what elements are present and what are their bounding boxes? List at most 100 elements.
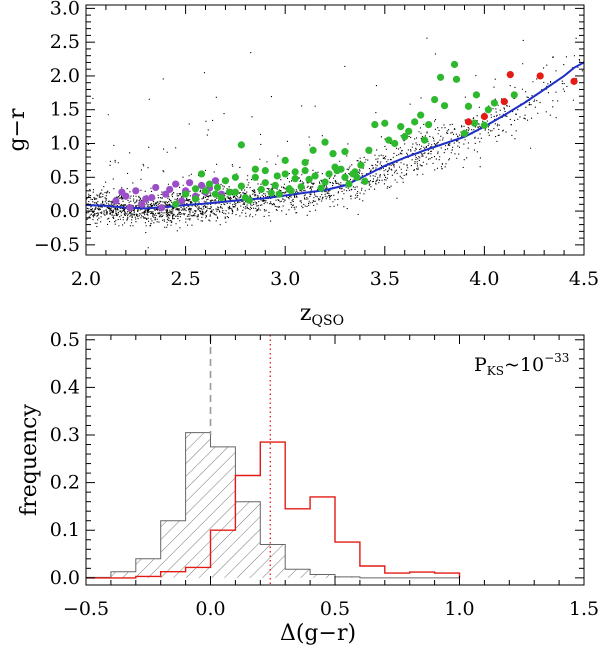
green-point <box>261 179 269 187</box>
x-tick-label: 1.5 <box>569 598 599 620</box>
top-panel: 2.0 2.5 3.0 3.5 4.0 4.5 −0.50.00.51.01.52.02.… <box>5 0 599 329</box>
y-tick-label: 1.5 <box>50 99 80 121</box>
x-tick-label: 0.5 <box>320 598 350 620</box>
green-point <box>291 168 299 176</box>
green-point <box>401 133 409 141</box>
green-point <box>464 102 473 110</box>
green-point <box>357 161 365 169</box>
purple-point <box>112 197 120 205</box>
green-point <box>281 170 289 178</box>
y-tick-label: 0.5 <box>50 166 80 188</box>
y-tick-label: 1.0 <box>50 133 80 155</box>
y-tick-label: 0.0 <box>50 200 80 222</box>
x-tick-label: −0.5 <box>63 598 109 620</box>
purple-point <box>211 177 220 185</box>
green-point <box>172 200 180 208</box>
red-point <box>570 77 578 85</box>
green-point <box>305 175 313 183</box>
green-point <box>251 173 259 181</box>
background-point-cloud <box>86 37 584 249</box>
green-point <box>231 173 239 181</box>
purple-point <box>148 193 156 202</box>
green-point <box>297 183 305 191</box>
green-point <box>484 106 492 114</box>
green-point <box>436 73 445 81</box>
x-tick-label: 4.0 <box>469 268 499 290</box>
purple-point <box>126 204 134 212</box>
top-x-label: zQSO <box>300 301 344 329</box>
y-tick-label: 3.0 <box>50 0 80 19</box>
purple-point <box>166 185 174 194</box>
green-point <box>391 139 399 148</box>
green-point <box>301 166 309 175</box>
green-point <box>267 189 275 197</box>
green-point <box>405 127 413 135</box>
purple-point <box>138 200 146 208</box>
green-point <box>225 188 234 196</box>
purple-point <box>178 197 186 205</box>
purple-point <box>158 204 166 212</box>
red-histogram <box>86 441 461 579</box>
purple-point <box>172 180 180 188</box>
green-point <box>291 175 299 183</box>
bottom-panel: −0.5 0.0 0.5 1.0 1.5 0.0 0.1 0.2 0.3 0.4 0.5 PKS~… <box>17 329 599 646</box>
bottom-x-label: Δ(g−r) <box>280 621 356 646</box>
red-point <box>480 112 488 121</box>
y-tick-label: 0.0 <box>50 567 80 589</box>
bottom-y-ticks: 0.0 0.1 0.2 0.3 0.4 0.5 <box>50 329 584 589</box>
green-point <box>275 190 283 198</box>
green-point <box>191 185 200 193</box>
purple-point <box>118 188 126 196</box>
green-point <box>261 166 269 175</box>
green-point <box>271 181 279 190</box>
green-point <box>460 129 469 137</box>
green-point <box>205 180 214 188</box>
green-point <box>440 102 449 110</box>
purple-point <box>152 183 160 192</box>
green-point <box>333 166 341 175</box>
green-point <box>381 119 389 127</box>
y-tick-label: −0.5 <box>34 234 80 256</box>
green-point <box>309 146 317 154</box>
red-point <box>500 98 508 106</box>
green-point <box>371 120 379 129</box>
x-tick-label: 3.5 <box>370 268 400 290</box>
purple-point <box>142 195 150 203</box>
x-tick-label: 4.5 <box>569 268 599 290</box>
green-point <box>251 165 259 173</box>
green-point <box>472 91 481 99</box>
green-point <box>201 187 210 195</box>
green-point <box>425 120 433 129</box>
green-point <box>470 119 479 127</box>
green-point <box>221 177 230 185</box>
y-tick-label: 2.5 <box>50 31 80 53</box>
y-tick-label: 2.0 <box>50 65 80 87</box>
green-point <box>450 60 459 69</box>
green-point <box>245 196 253 204</box>
green-point <box>452 75 461 83</box>
green-point <box>385 136 393 144</box>
green-point <box>421 136 429 144</box>
bottom-x-ticks: −0.5 0.0 0.5 1.0 1.5 <box>63 335 599 620</box>
green-point <box>197 170 206 178</box>
green-point <box>490 99 498 107</box>
green-point <box>237 182 245 190</box>
x-tick-label: 1.0 <box>444 598 474 620</box>
green-point <box>417 111 425 119</box>
green-point <box>237 141 245 149</box>
purple-point <box>185 179 194 187</box>
green-point <box>287 187 295 195</box>
green-point <box>317 184 325 192</box>
green-point <box>411 118 419 126</box>
purple-point <box>132 187 140 195</box>
green-point <box>311 172 319 180</box>
y-tick-label: 0.2 <box>50 472 80 494</box>
x-tick-label: 2.5 <box>170 268 200 290</box>
bottom-y-label: frequency <box>17 403 42 515</box>
red-point <box>536 72 544 80</box>
green-point <box>321 178 329 186</box>
green-point <box>301 158 309 167</box>
green-point <box>231 188 239 196</box>
green-point <box>341 148 349 156</box>
